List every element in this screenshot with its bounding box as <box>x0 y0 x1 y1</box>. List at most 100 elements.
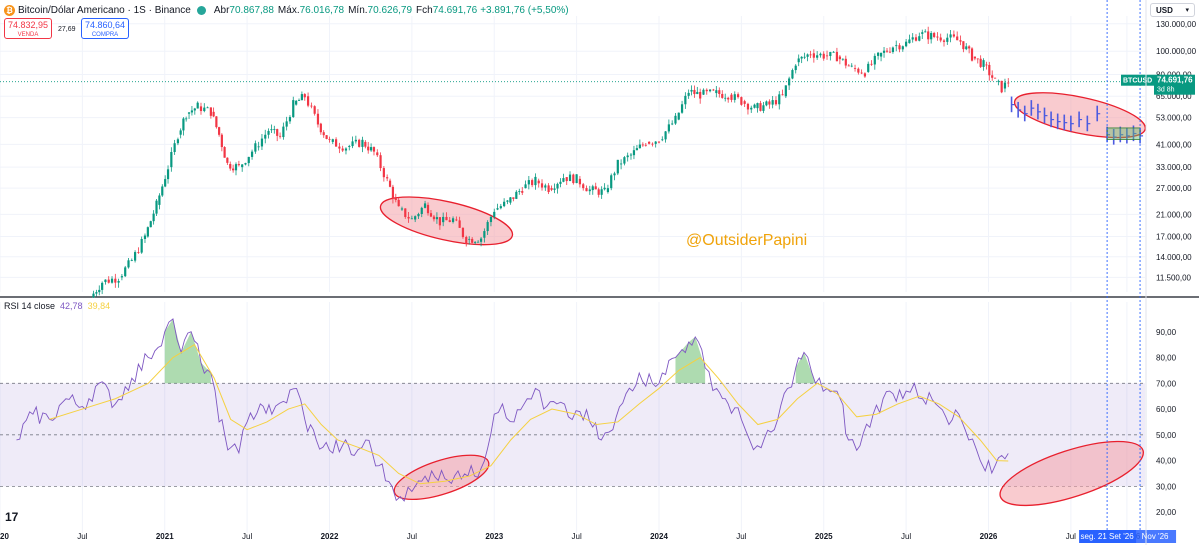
candle <box>179 130 182 135</box>
candle <box>699 91 702 99</box>
candle <box>600 189 603 195</box>
candle <box>257 146 260 148</box>
price-ellipse-2022 <box>379 196 514 246</box>
candle <box>825 55 829 57</box>
candle <box>270 129 273 131</box>
candle <box>841 58 844 60</box>
price-tick-label: 130.000,00 <box>1156 20 1197 29</box>
candle <box>918 36 921 41</box>
sell-button[interactable]: 74.832,95 VENDA <box>4 18 52 39</box>
candle <box>911 37 914 40</box>
candle <box>394 198 397 200</box>
candle <box>993 77 997 79</box>
candle <box>260 138 264 147</box>
candle <box>756 103 759 109</box>
candle <box>885 50 889 52</box>
candle <box>901 46 904 50</box>
candle <box>313 106 316 114</box>
buy-button[interactable]: 74.860,64 COMPRA <box>81 18 129 39</box>
candle <box>648 141 651 144</box>
close-value: 74.691,76 <box>432 4 478 16</box>
rsi-ma-line <box>49 343 1009 485</box>
candle <box>759 103 762 111</box>
buy-label: COMPRA <box>91 32 119 38</box>
candle <box>537 180 540 184</box>
candle <box>803 56 806 58</box>
candle <box>794 65 797 71</box>
candle <box>273 129 276 130</box>
candle <box>220 134 223 148</box>
candle <box>461 227 465 238</box>
candle <box>949 34 952 38</box>
candle <box>382 168 385 178</box>
candle <box>556 183 559 189</box>
candle <box>753 104 756 108</box>
candle <box>544 185 547 188</box>
candle <box>860 72 863 74</box>
candle <box>496 208 499 210</box>
candle <box>98 289 101 293</box>
candle <box>264 134 267 139</box>
candle <box>693 89 696 95</box>
candle <box>354 139 357 142</box>
candle <box>797 58 800 63</box>
candle <box>127 260 130 268</box>
rsi-overbought-fill <box>675 336 706 384</box>
sell-label: VENDA <box>17 32 39 38</box>
currency-selector[interactable]: USD ▾ <box>1150 3 1195 17</box>
candle <box>547 185 550 193</box>
candle <box>870 63 873 65</box>
candle <box>768 101 771 105</box>
price-tick-label: 100.000,00 <box>1156 47 1197 56</box>
candle <box>743 101 746 104</box>
candle <box>404 208 407 217</box>
candle <box>746 103 750 110</box>
candle <box>620 163 623 165</box>
time-tick-label: 2024 <box>650 532 668 541</box>
candle <box>278 135 282 137</box>
candle <box>800 56 803 59</box>
candle <box>674 115 677 124</box>
candle <box>651 143 654 145</box>
candle <box>956 36 959 41</box>
candle <box>644 144 647 146</box>
candle <box>891 47 895 53</box>
price-tick-label: 14.000,00 <box>1156 253 1192 262</box>
low-label: Mín. <box>348 4 368 16</box>
crosshair-date-label-2: Nov '26 <box>1142 532 1169 541</box>
candle <box>632 150 636 156</box>
symbol-tag-text: BTCUSD <box>1123 78 1152 85</box>
candle <box>832 51 835 53</box>
candle <box>610 175 613 189</box>
rsi-legend-name: RSI 14 close <box>4 301 56 311</box>
time-tick-label: Jul <box>407 532 417 541</box>
candle <box>276 129 279 136</box>
candle <box>445 216 448 221</box>
candle <box>553 188 556 190</box>
time-tick-label: Jul <box>572 532 582 541</box>
candle <box>968 46 971 49</box>
candle <box>120 276 124 278</box>
candle <box>358 139 361 147</box>
candle <box>218 127 221 135</box>
candle <box>140 238 143 253</box>
candle <box>176 139 180 144</box>
candle <box>241 164 244 168</box>
candle <box>334 139 338 147</box>
sell-price: 74.832,95 <box>7 20 49 30</box>
candle <box>806 54 809 57</box>
candle <box>429 213 433 217</box>
symbol-title[interactable]: Bitcoin/Dólar Americano · 1S · Binance <box>18 4 191 16</box>
candle <box>905 41 908 47</box>
tradingview-logo: 17 <box>5 510 19 524</box>
candle <box>677 112 680 120</box>
candle <box>328 138 331 140</box>
candle <box>250 151 254 157</box>
candle <box>344 148 348 151</box>
candle <box>895 45 898 47</box>
candle <box>170 152 173 168</box>
candle <box>853 68 857 69</box>
candle <box>297 100 301 101</box>
candle <box>193 108 196 111</box>
time-tick-label: 2025 <box>815 532 833 541</box>
